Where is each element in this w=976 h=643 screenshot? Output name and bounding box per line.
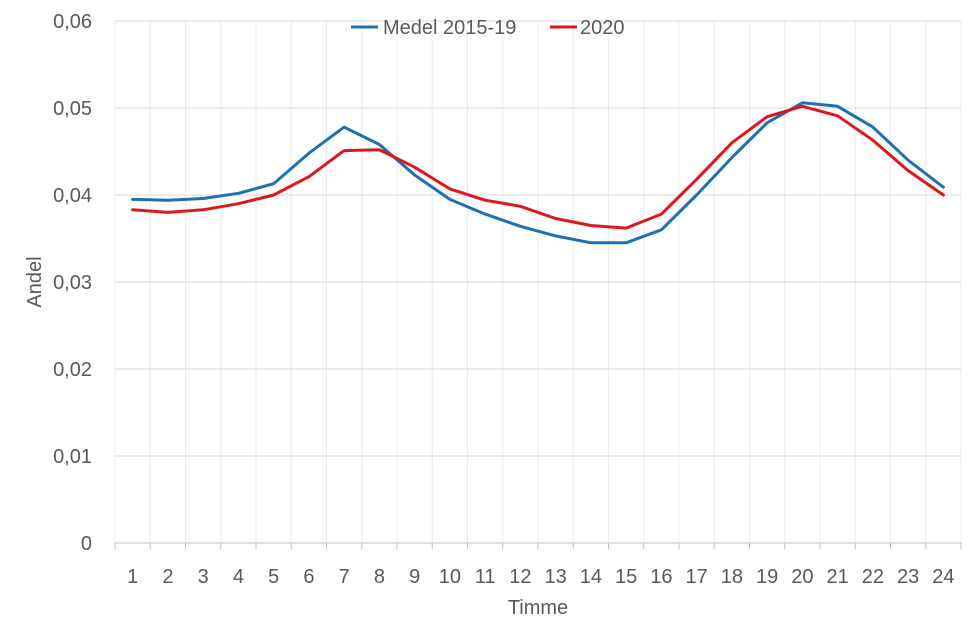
y-tick-label: 0,04 xyxy=(53,185,92,207)
x-tick-label: 9 xyxy=(409,566,420,588)
y-tick-label: 0,01 xyxy=(53,446,92,468)
x-tick-label: 17 xyxy=(686,566,708,588)
y-tick-label: 0 xyxy=(81,533,92,555)
series-line-medel xyxy=(131,101,945,245)
x-tick-label: 13 xyxy=(545,566,567,588)
x-tick-label: 23 xyxy=(897,566,919,588)
x-axis-title: Timme xyxy=(508,597,568,619)
x-tick-label: 15 xyxy=(615,566,637,588)
x-tick-label: 20 xyxy=(791,566,813,588)
x-tick-label: 5 xyxy=(268,566,279,588)
series-lines xyxy=(131,101,945,245)
x-tick-label: 12 xyxy=(509,566,531,588)
legend-label: 2020 xyxy=(580,17,625,39)
x-tick-label: 16 xyxy=(650,566,672,588)
axes xyxy=(114,542,962,549)
grid-lines xyxy=(114,20,962,543)
y-tick-label: 0,02 xyxy=(53,359,92,381)
x-tick-label: 7 xyxy=(339,566,350,588)
x-tick-label: 10 xyxy=(439,566,461,588)
x-tick-label: 11 xyxy=(475,566,496,588)
x-tick-label: 8 xyxy=(374,566,385,588)
x-tick-label: 2 xyxy=(162,566,173,588)
x-tick-label: 22 xyxy=(862,566,884,588)
x-tick-label: 21 xyxy=(827,566,849,588)
y-tick-label: 0,06 xyxy=(53,11,92,33)
x-tick-label: 18 xyxy=(721,566,743,588)
legend: Medel 2015-19 2020 xyxy=(351,17,625,39)
x-tick-label: 1 xyxy=(127,566,138,588)
x-tick-label: 24 xyxy=(932,566,954,588)
series-line-2020 xyxy=(131,104,945,230)
y-tick-label: 0,03 xyxy=(53,272,92,294)
tick-labels: 00,010,020,030,040,050,061 2 3 4 5 6 7 8 9 10 11 12… xyxy=(53,11,954,588)
legend-label: Medel 2015-19 xyxy=(383,17,516,39)
y-axis-title: Andel xyxy=(24,256,46,307)
x-tick-label: 19 xyxy=(756,566,778,588)
x-tick-label: 14 xyxy=(580,566,602,588)
y-tick-label: 0,05 xyxy=(53,98,92,120)
x-tick-label: 6 xyxy=(303,566,314,588)
x-tick-label: 4 xyxy=(233,566,244,588)
x-tick-label: 3 xyxy=(198,566,209,588)
